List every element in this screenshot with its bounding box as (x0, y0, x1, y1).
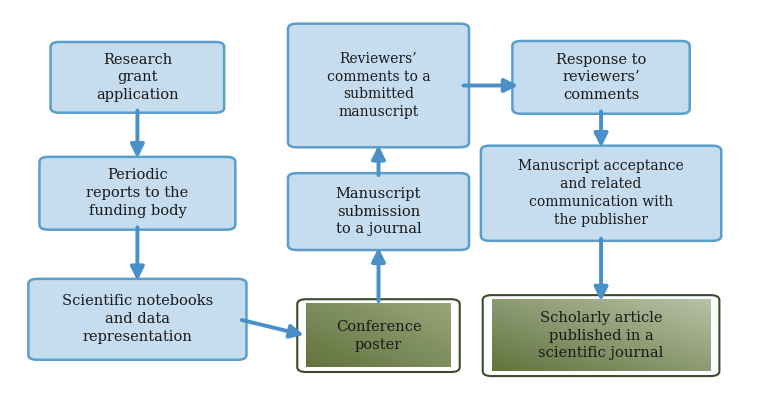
Text: Response to
reviewers’
comments: Response to reviewers’ comments (556, 53, 646, 102)
Text: Reviewers’
comments to a
submitted
manuscript: Reviewers’ comments to a submitted manus… (327, 52, 430, 119)
Text: Conference
poster: Conference poster (335, 320, 422, 352)
FancyBboxPatch shape (288, 24, 469, 147)
FancyBboxPatch shape (288, 173, 469, 250)
Text: Research
grant
application: Research grant application (96, 53, 179, 102)
FancyBboxPatch shape (28, 279, 247, 360)
Text: Scholarly article
published in a
scientific journal: Scholarly article published in a scienti… (538, 311, 664, 361)
Text: Manuscript
submission
to a journal: Manuscript submission to a journal (335, 187, 422, 237)
Text: Scientific notebooks
and data
representation: Scientific notebooks and data representa… (62, 295, 213, 344)
FancyBboxPatch shape (481, 146, 721, 241)
FancyBboxPatch shape (512, 41, 690, 114)
Text: Periodic
reports to the
funding body: Periodic reports to the funding body (86, 168, 188, 218)
FancyBboxPatch shape (39, 157, 235, 229)
Text: Manuscript acceptance
and related
communication with
the publisher: Manuscript acceptance and related commun… (519, 159, 684, 227)
FancyBboxPatch shape (51, 42, 224, 113)
